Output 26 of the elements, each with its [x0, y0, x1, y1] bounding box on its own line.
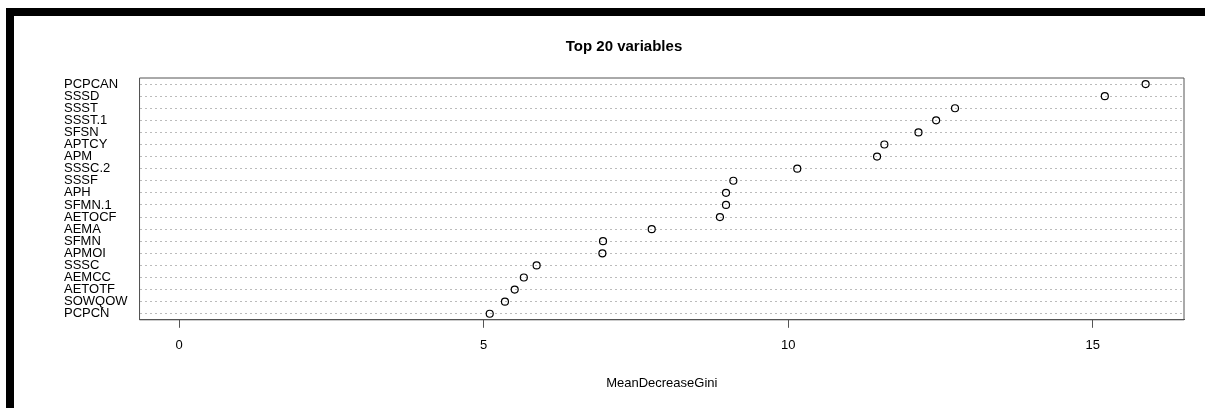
x-tick-label: 0	[175, 337, 183, 353]
x-tick-label: 10	[780, 337, 796, 353]
point	[598, 249, 607, 258]
point	[793, 164, 802, 173]
point	[1100, 92, 1109, 101]
point	[715, 212, 725, 222]
point	[932, 116, 941, 125]
point	[721, 200, 731, 210]
x-axis-title: MeanDecreaseGini	[606, 374, 718, 390]
point	[1141, 79, 1150, 89]
point	[598, 237, 608, 246]
point	[647, 225, 656, 234]
x-tick-label: 5	[480, 337, 488, 353]
point	[532, 261, 541, 270]
point	[721, 188, 731, 197]
point	[510, 285, 519, 294]
x-tick-label: 15	[1085, 337, 1100, 353]
point	[729, 176, 738, 185]
chart-title: Top 20 variables	[565, 37, 683, 55]
point	[519, 273, 528, 282]
point	[914, 128, 923, 137]
point	[872, 152, 882, 161]
point	[500, 297, 510, 306]
point	[880, 140, 889, 149]
point	[950, 104, 960, 113]
point	[485, 309, 494, 318]
